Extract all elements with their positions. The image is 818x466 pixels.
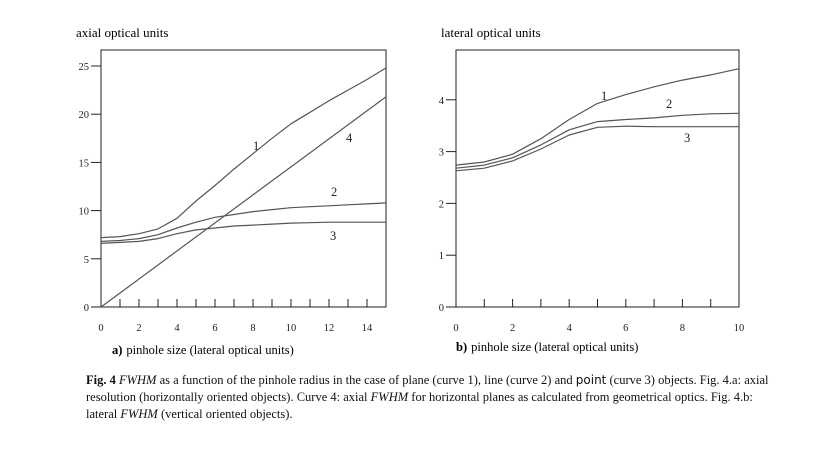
panel-a-curve-4-label: 4 xyxy=(346,131,353,145)
panel-b-label: b) xyxy=(456,340,467,354)
caption-part-1: as a function of the pinhole radius in t… xyxy=(156,373,576,387)
panel-b-curve-1-label: 1 xyxy=(601,89,607,103)
panel-a-curves: 1 2 3 4 xyxy=(100,67,387,308)
panel-a-x-tick-label: 4 xyxy=(174,323,180,334)
panel-b-y-tick-label: 4 xyxy=(439,96,445,107)
caption-fwhm-3: FWHM xyxy=(120,407,158,421)
panel-b-y-tick-label: 0 xyxy=(439,303,444,314)
panel-a-curve-2 xyxy=(100,202,387,242)
panel-b-x-title: pinhole size (lateral optical units) xyxy=(471,340,638,354)
panel-b-lateral-chart: lateral optical units 0 2 4 6 8 10 0 1 2 3 4 1 2 3 b… xyxy=(439,25,745,354)
panel-b-curve-2 xyxy=(455,112,740,169)
panel-a-curve-4 xyxy=(100,96,387,308)
panel-b-x-tick-label: 8 xyxy=(680,323,685,334)
panel-a-x-tick-label: 14 xyxy=(362,323,373,334)
panel-b-x-tick-label: 4 xyxy=(567,323,573,334)
caption-fig-label: Fig. 4 xyxy=(86,373,116,387)
panel-a-x-tick-label: 8 xyxy=(250,323,255,334)
panel-b-ticks: 0 2 4 6 8 10 0 1 2 3 4 xyxy=(439,96,745,334)
panel-b-curve-1 xyxy=(455,68,740,166)
panel-b-x-tick-label: 2 xyxy=(510,323,515,334)
panel-a-y-tick-label: 25 xyxy=(79,62,90,73)
panel-a-y-tick-label: 15 xyxy=(79,158,90,169)
caption-part-2: (curve 3) objects. Fig. 4.a: axial resol… xyxy=(86,373,769,404)
panel-b-curves: 1 2 3 xyxy=(455,68,740,172)
panel-a-x-caption: a) pinhole size (lateral optical units) xyxy=(112,343,294,357)
panel-a-x-title: pinhole size (lateral optical units) xyxy=(126,343,293,357)
caption-part-3: for horizontal planes as calculated from… xyxy=(86,390,753,421)
panel-b-x-tick-label: 0 xyxy=(453,323,458,334)
panel-a-curve-2-label: 2 xyxy=(331,185,337,199)
panel-a-y-title: axial optical units xyxy=(76,25,168,40)
panel-a-curve-3 xyxy=(100,221,386,244)
caption-fwhm-1: FWHM xyxy=(118,373,157,387)
panel-a-x-tick-label: 0 xyxy=(98,323,103,334)
panel-b-y-title: lateral optical units xyxy=(441,25,541,40)
panel-a-curve-1 xyxy=(100,67,387,239)
panel-a-curve-3-label: 3 xyxy=(330,229,336,243)
panel-b-curve-3-label: 3 xyxy=(684,131,690,145)
panel-b-x-tick-label: 10 xyxy=(734,323,745,334)
panel-b-y-tick-label: 2 xyxy=(439,199,444,210)
panel-a-y-tick-label: 5 xyxy=(84,255,89,266)
panel-a-frame xyxy=(100,49,387,308)
panel-b-x-tick-label: 6 xyxy=(623,323,628,334)
panel-a-label: a) xyxy=(112,343,122,357)
panel-a-x-tick-label: 10 xyxy=(286,323,297,334)
figure-4-chart: axial optical units 0 2 4 6 8 10 12 14051015202… xyxy=(76,25,745,357)
figure-caption: Fig. 4 FWHM as a function of the pinhole… xyxy=(86,372,786,423)
panel-b-frame xyxy=(455,49,740,308)
panel-b-curve-2-label: 2 xyxy=(666,97,672,111)
panel-b-x-caption: b) pinhole size (lateral optical units) xyxy=(456,340,638,354)
panel-a-y-tick-label: 20 xyxy=(79,110,90,121)
panel-a-x-tick-label: 6 xyxy=(212,323,217,334)
caption-part-4: (vertical oriented objects). xyxy=(157,407,293,421)
panel-a-y-tick-label: 0 xyxy=(84,303,89,314)
panel-a-curve-1-label: 1 xyxy=(253,139,259,153)
panel-a-axial-chart: axial optical units 0 2 4 6 8 10 12 14051015202… xyxy=(76,25,387,357)
panel-a-x-tick-label: 2 xyxy=(136,323,141,334)
panel-a-y-tick-label: 10 xyxy=(79,207,90,218)
caption-fwhm-2: FWHM xyxy=(370,390,409,404)
caption-point-word: point xyxy=(575,373,607,387)
panel-a-x-tick-label: 12 xyxy=(324,323,335,334)
panel-b-curve-3 xyxy=(455,125,739,172)
panel-b-y-tick-label: 3 xyxy=(439,148,444,159)
panel-b-y-tick-label: 1 xyxy=(439,251,444,262)
